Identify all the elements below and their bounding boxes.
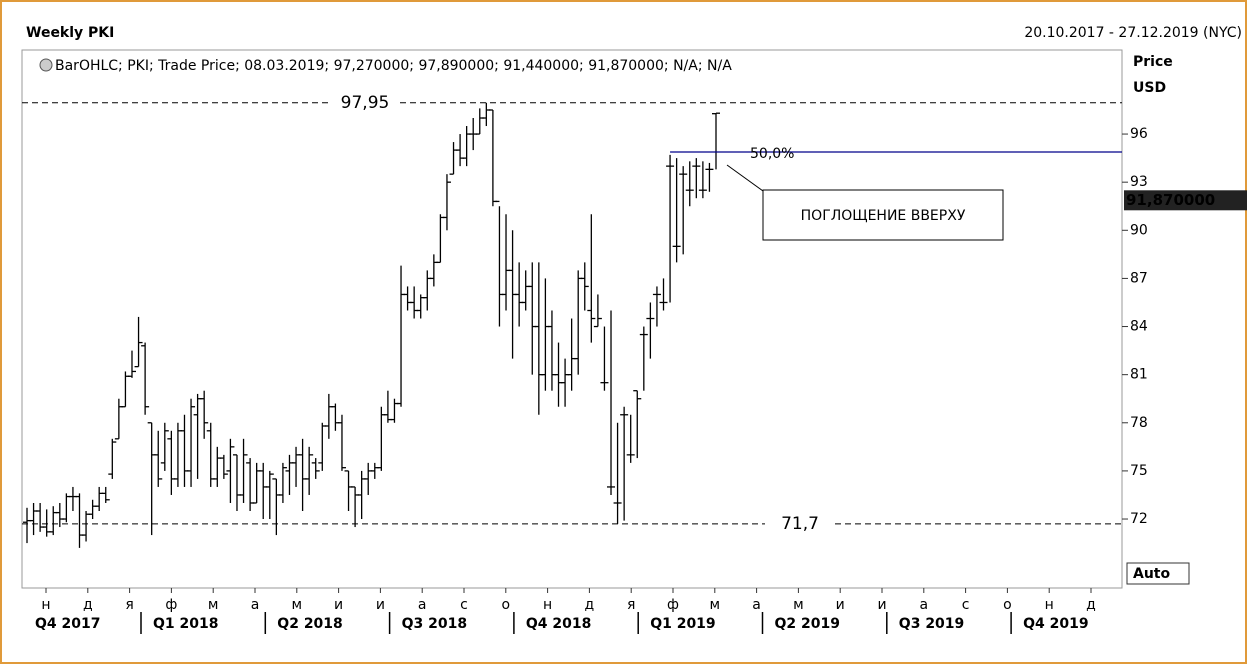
y-tick-label: 93 <box>1130 174 1148 190</box>
quarter-label: Q4 2018 <box>526 616 591 632</box>
x-tick-label: м <box>292 597 303 613</box>
quarter-label: Q3 2019 <box>899 616 964 632</box>
chart-title: Weekly PKI <box>26 25 114 41</box>
y-axis-label: USD <box>1133 80 1166 96</box>
y-tick-label: 90 <box>1130 222 1148 238</box>
legend-icon <box>39 58 53 72</box>
x-tick-label: д <box>585 597 595 613</box>
auto-button[interactable] <box>1126 562 1190 585</box>
x-tick-label: я <box>627 597 635 613</box>
x-tick-label: и <box>836 597 845 613</box>
y-tick-label: 96 <box>1130 126 1148 142</box>
last-price-tag <box>1124 190 1247 211</box>
x-tick-label: с <box>962 597 970 613</box>
x-tick-label: н <box>41 597 50 613</box>
quarter-label: Q1 2019 <box>650 616 715 632</box>
quarter-label: Q2 2019 <box>775 616 840 632</box>
x-tick-label: а <box>418 597 427 613</box>
x-tick-label: д <box>1086 597 1096 613</box>
x-tick-label: и <box>376 597 385 613</box>
date-range: 20.10.2017 - 27.12.2019 (NYC) <box>1024 25 1242 41</box>
x-tick-label: о <box>1003 597 1012 613</box>
x-tick-label: и <box>334 597 343 613</box>
y-tick-label: 81 <box>1130 367 1148 383</box>
quarter-label: Q4 2017 <box>35 616 100 632</box>
last-price-label: 91,870000 <box>1126 191 1215 209</box>
x-tick-label: м <box>793 597 804 613</box>
quarter-label: Q3 2018 <box>402 616 467 632</box>
x-tick-label: ф <box>667 597 679 613</box>
quarter-label: Q4 2019 <box>1023 616 1088 632</box>
y-tick-label: 75 <box>1130 463 1148 479</box>
x-tick-label: ф <box>165 597 177 613</box>
auto-button-label[interactable]: Auto <box>1133 566 1170 582</box>
x-tick-label: я <box>125 597 133 613</box>
y-axis-label: Price <box>1133 54 1173 70</box>
quarter-label: Q1 2018 <box>153 616 218 632</box>
y-tick-label: 84 <box>1130 319 1148 335</box>
level-label: 97,95 <box>341 93 390 113</box>
x-tick-label: д <box>83 597 93 613</box>
x-tick-label: м <box>710 597 721 613</box>
y-tick-label: 72 <box>1130 511 1148 527</box>
x-tick-label: н <box>1045 597 1054 613</box>
x-tick-label: а <box>920 597 929 613</box>
x-tick-label: а <box>251 597 260 613</box>
callout-leader <box>726 164 764 192</box>
y-tick-label: 78 <box>1130 415 1148 431</box>
x-tick-label: а <box>752 597 761 613</box>
y-tick-label: 87 <box>1130 270 1148 286</box>
x-tick-label: о <box>502 597 511 613</box>
x-tick-label: н <box>543 597 552 613</box>
x-tick-label: и <box>877 597 886 613</box>
level-label: 71,7 <box>781 514 819 534</box>
x-tick-label: м <box>208 597 219 613</box>
x-tick-label: с <box>460 597 468 613</box>
callout-box <box>762 189 1004 241</box>
retracement-label: 50,0% <box>750 146 794 162</box>
quarter-label: Q2 2018 <box>277 616 342 632</box>
legend-text: BarOHLC; PKI; Trade Price; 08.03.2019; 9… <box>55 58 732 74</box>
callout-text: ПОГЛОЩЕНИЕ ВВЕРХУ <box>801 208 966 224</box>
